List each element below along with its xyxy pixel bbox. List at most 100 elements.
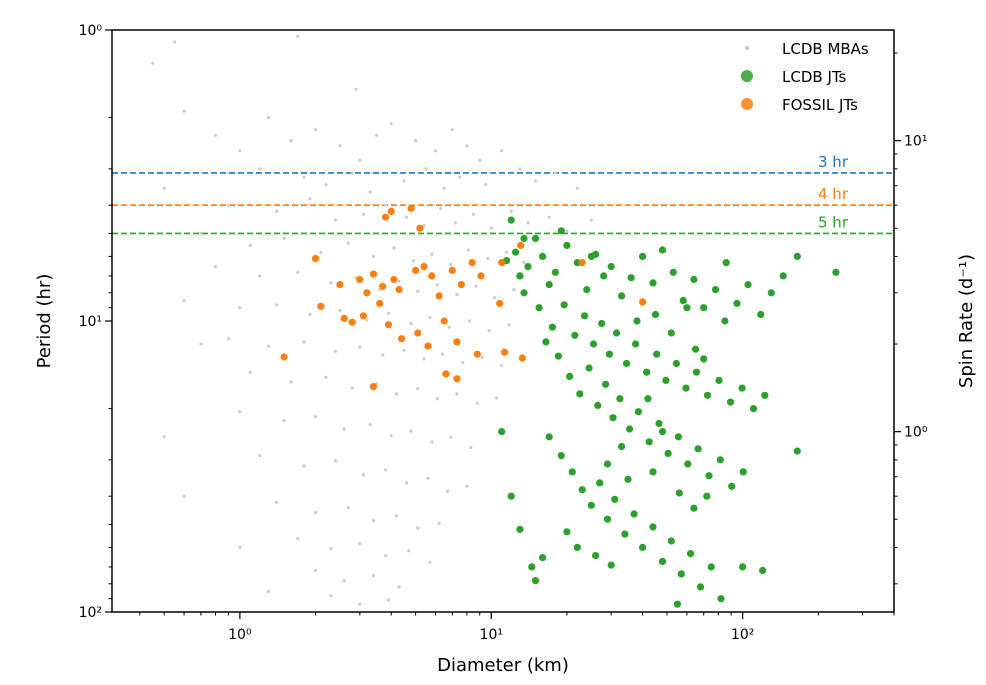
jt-point [700,355,708,363]
y-axis-ticks: 10⁰ 10¹ 10² [79,23,112,621]
jt-point [551,268,560,276]
jt-point [703,492,711,500]
mba-point [458,175,462,179]
mba-point [358,345,362,349]
mba-point [296,270,300,274]
jt-point [651,310,660,319]
mba-point [575,186,579,190]
mba-point [392,246,396,250]
jt-point [644,395,652,403]
mba-point [365,318,369,322]
mba-point [238,306,242,310]
jt-point [684,460,692,468]
mba-point [333,218,337,222]
mba-point [447,325,451,329]
mba-point [433,149,438,153]
jt-point [744,281,752,289]
mba-point [282,419,286,423]
jt-point [655,419,663,428]
mba-point [238,410,242,414]
mba-point [411,259,415,263]
mba-point [368,190,372,194]
jt-point [596,479,604,487]
mba-point [329,594,333,598]
mba-point [371,574,376,578]
mba-point [313,415,318,419]
jt-point [677,570,685,578]
mba-point [386,598,391,602]
jt-point [692,345,700,353]
mba-point [442,186,446,190]
jt-point [587,252,595,260]
jt-point [694,445,702,453]
mba-point [338,308,342,313]
mba-point [182,298,186,303]
jt-point [761,391,769,399]
legend: LCDB MBAs LCDB JTs FOSSIL JTs [741,40,869,114]
mba-point [346,506,350,510]
mba-point [371,254,376,258]
mba-point [422,224,426,228]
mba-point [404,481,409,485]
fossil-point [517,241,525,249]
fossil-point [363,289,371,297]
jt-point [516,525,524,534]
fossil-point [336,281,344,289]
mba-point [368,423,372,427]
x-axis-label: Diameter (km) [437,655,569,676]
jt-point [603,515,612,523]
jt-point [592,552,600,560]
jt-point [716,456,724,464]
legend-marker-jts [741,70,753,82]
jt-point [560,301,568,309]
mba-point [162,186,166,190]
mba-point [275,209,279,213]
fossil-point [340,314,348,322]
mba-point [394,514,399,518]
mba-point [465,484,469,488]
mba-point [474,284,478,288]
jt-point [832,268,840,276]
mba-point [329,546,333,551]
mba-point [414,139,418,143]
mba-point [453,221,457,225]
mba-point [468,319,472,323]
mba-point [182,109,186,113]
mba-point [308,197,312,201]
jt-point [563,528,571,536]
mba-point [469,445,473,450]
mba-point [258,167,262,171]
mba-point [358,158,362,162]
reference-lines [112,172,894,235]
jt-point [653,350,661,358]
mba-point [449,263,453,267]
legend-label-mbas: LCDB MBAs [782,40,869,58]
jt-point [603,460,612,468]
jt-point [717,595,725,603]
jt-point [673,600,682,608]
mba-point [338,144,342,148]
mba-point [512,288,516,292]
mba-point [199,231,203,235]
jt-point [672,359,681,368]
mba-point [329,281,333,285]
jt-point [571,331,579,339]
mba-point [319,250,323,254]
mba-point [282,236,286,240]
jt-point [557,452,565,460]
reference-line-labels: 3 hr 4 hr 5 hr [818,153,849,231]
mba-point [428,560,432,564]
fossil-point [398,335,406,343]
jt-point [705,472,713,480]
jt-point [520,234,528,242]
jt-point [583,286,591,294]
jt-point [733,299,741,307]
jt-point [662,376,670,384]
jt-point [715,376,723,384]
fossil-point [412,266,420,274]
fossil-jt-points [280,204,647,391]
mba-point [407,549,411,553]
jt-point [793,447,801,455]
jt-point [739,563,747,571]
mba-point [500,149,504,153]
